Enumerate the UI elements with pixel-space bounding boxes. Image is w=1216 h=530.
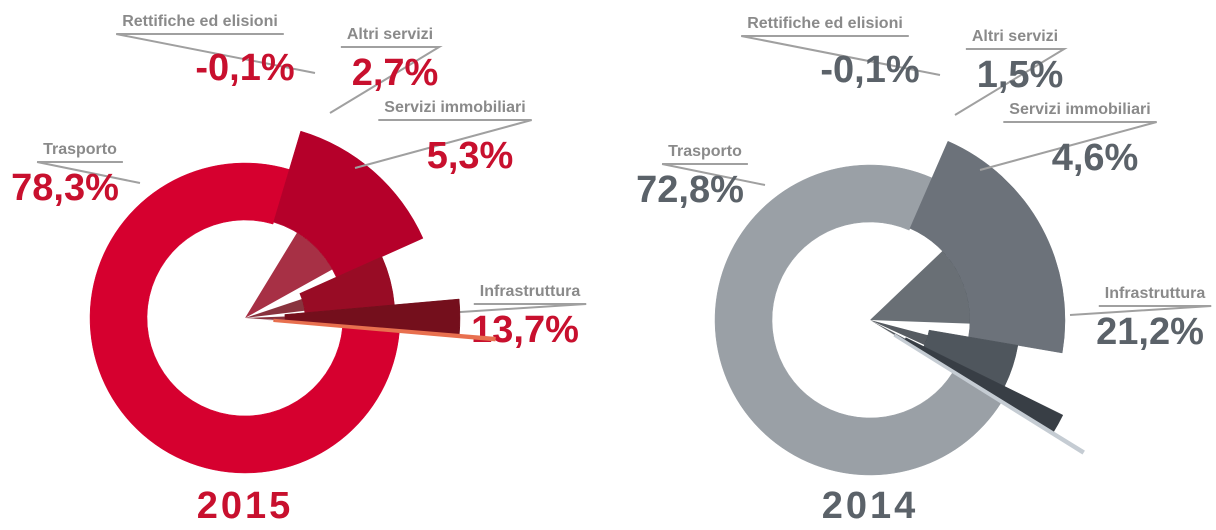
value-label: 21,2% — [1096, 311, 1204, 353]
value-label: -0,1% — [820, 49, 919, 91]
category-label: Servizi immobiliari — [1009, 101, 1150, 118]
chart-title: 2014 — [822, 485, 919, 527]
category-label: Trasporto — [668, 143, 742, 160]
leader-line — [979, 121, 1157, 171]
slice-shadow — [245, 299, 305, 318]
slice — [893, 333, 1085, 455]
category-label: Infrastruttura — [480, 283, 581, 300]
slice-shadow — [245, 318, 275, 321]
category-label: Rettifiche ed elisioni — [122, 13, 278, 30]
leader-line — [444, 303, 587, 314]
value-label: 4,6% — [1052, 137, 1139, 179]
leader-line — [954, 48, 1068, 116]
category-label: Servizi immobiliari — [384, 99, 525, 116]
value-label: 13,7% — [471, 309, 579, 351]
slice-shadow — [870, 320, 929, 345]
slice-shadow — [870, 320, 896, 336]
slice — [273, 318, 496, 342]
value-label: 5,3% — [427, 135, 514, 177]
leader-line — [36, 161, 141, 184]
slice-shadow — [245, 232, 333, 318]
value-label: 2,7% — [352, 52, 439, 94]
leader-line — [661, 163, 766, 186]
leader-line — [741, 35, 941, 76]
leader-line — [354, 119, 532, 169]
slice — [714, 164, 1002, 476]
leader-line — [329, 46, 443, 114]
category-label: Rettifiche ed elisioni — [747, 15, 903, 32]
slice — [89, 162, 400, 474]
leader-line — [1069, 305, 1212, 316]
chart-title: 2015 — [197, 485, 294, 527]
category-label: Infrastruttura — [1105, 285, 1206, 302]
value-label: 1,5% — [977, 54, 1064, 96]
value-label: -0,1% — [195, 47, 294, 89]
category-label: Trasporto — [43, 141, 117, 158]
value-label: 78,3% — [11, 167, 119, 209]
leader-line — [116, 33, 316, 74]
category-label: Altri servizi — [347, 26, 433, 43]
category-label: Altri servizi — [972, 28, 1058, 45]
value-label: 72,8% — [636, 169, 744, 211]
slice-shadow — [870, 251, 970, 324]
